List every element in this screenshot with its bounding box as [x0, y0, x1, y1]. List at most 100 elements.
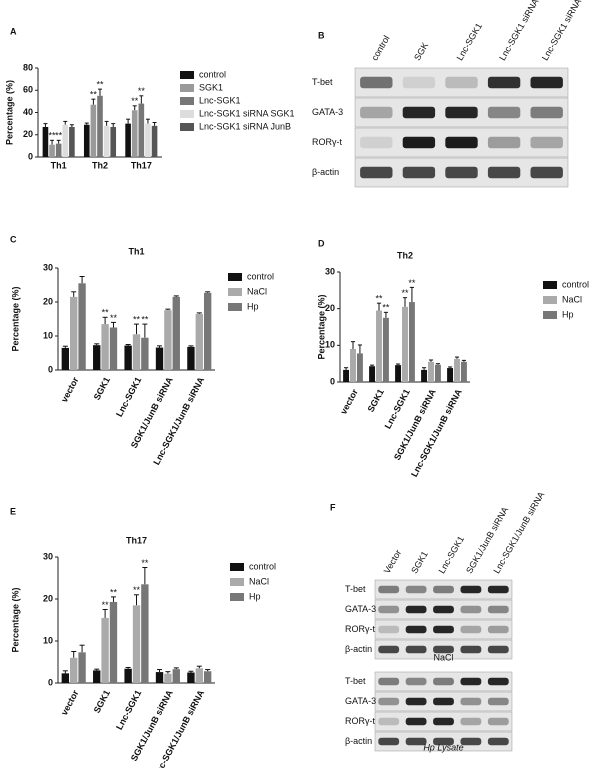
row-label: β-actin — [345, 644, 372, 654]
x-tick-label: Th17 — [131, 160, 152, 170]
bar — [70, 296, 78, 370]
bar — [402, 306, 408, 382]
row-label: T-bet — [345, 676, 366, 686]
bar — [101, 324, 109, 370]
significance: ** — [102, 600, 110, 610]
blot-band — [378, 585, 400, 594]
legend-label: control — [199, 69, 226, 79]
lane-label: SGK — [412, 41, 430, 62]
bar — [132, 334, 141, 370]
bar — [124, 668, 132, 683]
row-label: GATA-3 — [312, 107, 343, 117]
legend-label: Hp — [247, 301, 259, 311]
row-label: T-bet — [345, 584, 366, 594]
blot-band — [433, 645, 454, 654]
blot-band — [530, 76, 563, 89]
blot-band — [405, 717, 427, 726]
row-label: GATA-3 — [345, 604, 376, 614]
legend-label: Lnc-SGK1 — [199, 95, 241, 105]
y-tick-label: 30 — [325, 266, 335, 276]
blot-band — [360, 106, 393, 119]
x-tick-label: vector — [338, 387, 360, 416]
x-tick-label: Lnc-SGK1 — [383, 387, 412, 430]
lane-label: Vector — [382, 548, 403, 575]
blot-band — [405, 737, 427, 746]
bar — [78, 283, 86, 370]
y-axis-label: Percentage (%) — [4, 80, 14, 145]
bar — [195, 313, 203, 370]
x-tick-label: Th1 — [51, 160, 67, 170]
blot-band — [487, 625, 509, 634]
y-tick-label: 30 — [43, 262, 53, 272]
bar — [164, 673, 172, 683]
row-label: RORγ-t — [312, 137, 342, 147]
y-tick-label: 80 — [23, 62, 33, 72]
y-tick-label: 60 — [23, 85, 33, 95]
chart-title: Th17 — [126, 535, 147, 545]
blot-band — [378, 737, 400, 746]
y-tick-label: 0 — [28, 151, 33, 161]
legend-label: NaCl — [247, 286, 267, 296]
x-tick-label: Lnc-SGK1 — [114, 688, 143, 731]
blot-band — [402, 136, 436, 149]
bar — [145, 123, 151, 157]
bar — [103, 125, 110, 157]
x-tick-label: SGK1 — [92, 688, 112, 714]
bar — [70, 657, 78, 683]
significance: ** — [131, 96, 139, 106]
x-tick-label: vector — [59, 688, 81, 717]
blot-band — [433, 717, 454, 726]
blot-band — [460, 697, 482, 706]
bar — [408, 302, 415, 382]
bar — [90, 104, 97, 157]
bar — [454, 358, 460, 382]
legend-swatch — [180, 110, 194, 118]
blot-band — [405, 585, 427, 594]
blot-band — [405, 625, 427, 634]
bar — [343, 369, 350, 382]
significance: ** — [401, 288, 409, 298]
bar — [164, 310, 172, 370]
bar — [187, 346, 195, 370]
bar — [109, 601, 118, 683]
bar — [69, 126, 75, 157]
y-tick-label: 20 — [325, 303, 335, 313]
bar — [93, 670, 101, 683]
legend-label: control — [247, 271, 274, 281]
blot-band — [460, 605, 482, 614]
legend-swatch — [543, 296, 557, 304]
lane-label: control — [369, 34, 391, 62]
y-tick-label: 0 — [48, 677, 53, 687]
x-tick-label: SGK1 — [92, 375, 112, 401]
blot-band — [460, 717, 482, 726]
bar — [78, 652, 86, 683]
blot-caption: Hp Lysate — [423, 742, 463, 752]
legend-label: NaCl — [562, 294, 582, 304]
panel-letter: D — [318, 238, 325, 248]
bar — [187, 672, 195, 683]
blot-band — [378, 717, 400, 726]
blot-band — [487, 605, 509, 614]
bar — [460, 361, 467, 382]
significance: ** — [102, 308, 110, 318]
y-tick-label: 10 — [325, 340, 335, 350]
blot-band — [433, 697, 454, 706]
legend-label: Hp — [562, 309, 574, 319]
blot-band — [433, 625, 454, 634]
bar — [155, 347, 164, 370]
row-label: β-actin — [312, 167, 339, 177]
bar — [195, 668, 203, 683]
legend-label: control — [249, 561, 276, 571]
bar — [61, 673, 70, 683]
significance: ** — [133, 314, 141, 324]
panel-letter: B — [318, 30, 325, 40]
blot-caption: NaCl — [433, 652, 453, 662]
x-tick-label: SGK1 — [366, 387, 386, 413]
y-tick-label: 20 — [43, 593, 53, 603]
row-label: β-actin — [345, 736, 372, 746]
y-axis-label: Percentage (%) — [10, 286, 20, 351]
blot-band — [433, 737, 454, 746]
bar — [125, 123, 131, 157]
x-tick-label: Lnc-SGK1 — [114, 375, 143, 418]
significance: ** — [96, 80, 104, 90]
